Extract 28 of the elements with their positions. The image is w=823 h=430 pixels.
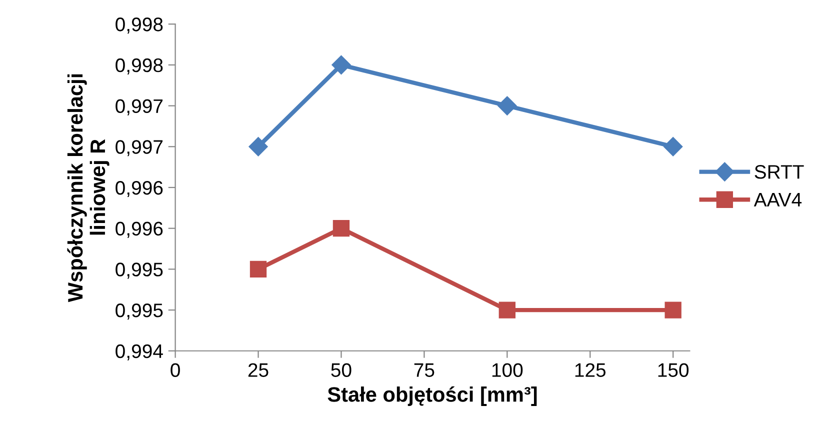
y-tick-label: 0,994 (116, 344, 163, 360)
point (664, 137, 683, 156)
point (332, 220, 350, 237)
y-tick-label: 0,997 (116, 140, 163, 156)
y-tick-label: 0,997 (116, 99, 163, 116)
legend-label: AAV4 (754, 193, 802, 206)
y-tick-label: 0,996 (116, 180, 163, 198)
legend-label: SRTT (754, 165, 804, 179)
x-tick-label: 50 (331, 363, 352, 377)
point (332, 55, 351, 74)
point (248, 137, 268, 156)
y-axis-title: Współczynnik korelacji liniowej R (67, 74, 110, 302)
x-tick-label: 75 (414, 363, 434, 377)
x-tick-label: 25 (248, 363, 268, 377)
y-tick-label: 0,995 (116, 304, 163, 320)
y-tick-label: 0,998 (116, 18, 163, 34)
point (498, 302, 516, 318)
point (498, 96, 517, 116)
point (664, 302, 682, 318)
y-tick-label: 0,998 (116, 58, 163, 74)
x-tick-label: 125 (575, 363, 606, 377)
x-tick-label: 150 (658, 363, 689, 377)
y-tick-label: 0,996 (116, 222, 163, 238)
x-tick-label: 0 (170, 363, 180, 377)
x-axis-title: Stałe objętości [mm³] (328, 386, 537, 406)
y-tick-label: 0,995 (116, 262, 163, 279)
point (250, 260, 267, 278)
x-tick-label: 100 (492, 363, 523, 377)
